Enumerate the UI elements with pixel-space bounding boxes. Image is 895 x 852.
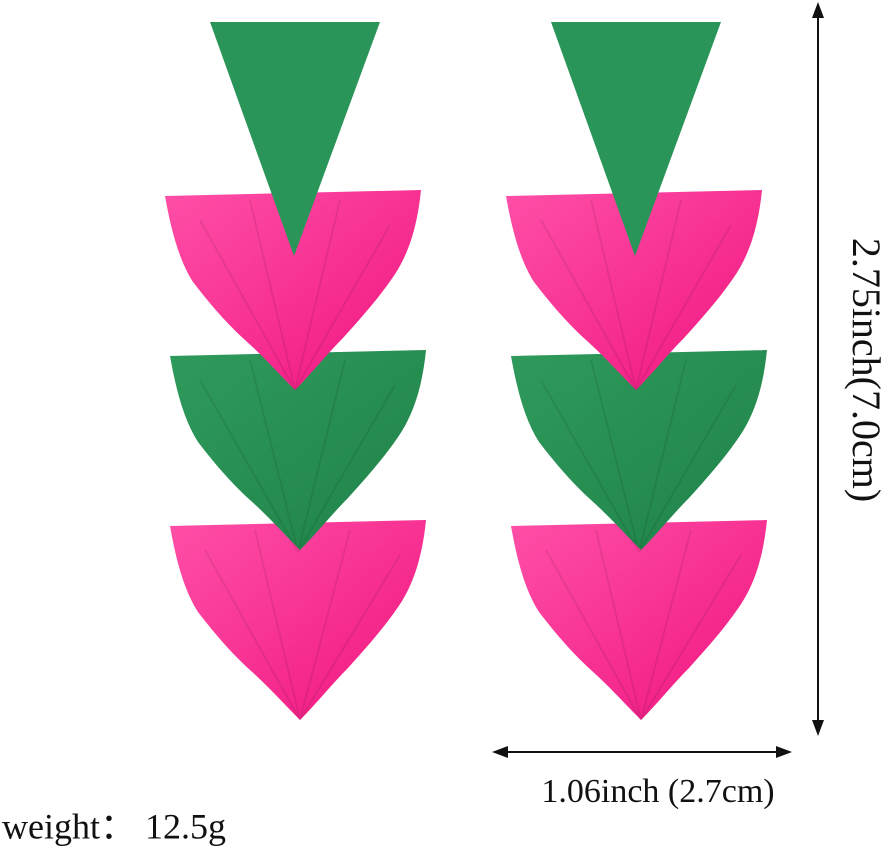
weight-label: weight： 12.5g (2, 806, 226, 846)
left-earring (165, 22, 426, 720)
right-earring (506, 22, 767, 720)
height-arrow (812, 2, 824, 736)
height-label: 2.75inch(7.0cm) (844, 238, 889, 502)
width-label: 1.06inch (2.7cm) (541, 773, 774, 810)
width-arrow (492, 746, 792, 758)
